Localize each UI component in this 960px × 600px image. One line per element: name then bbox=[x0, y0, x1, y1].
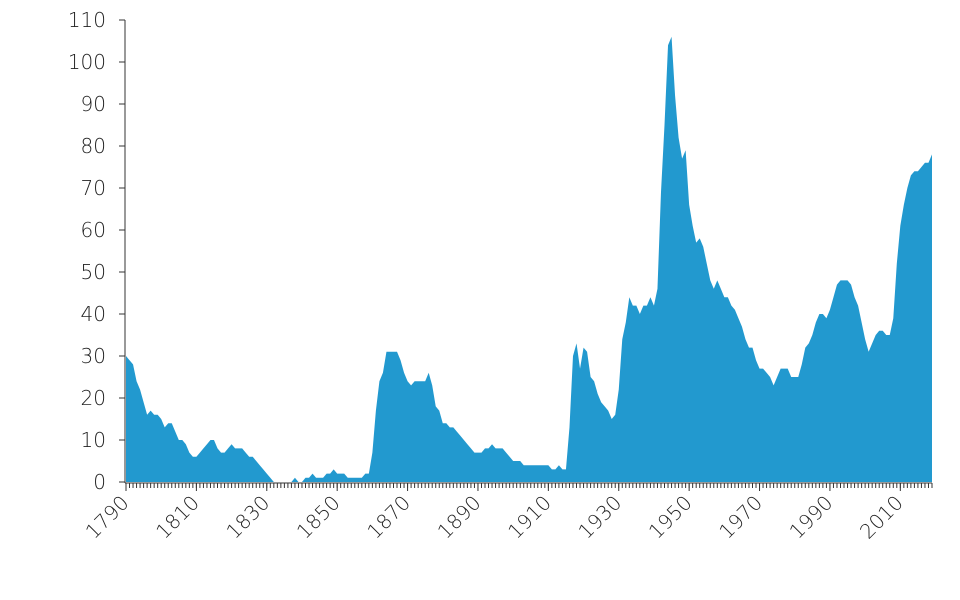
x-tick-label: 1890 bbox=[433, 491, 486, 544]
y-tick-label: 40 bbox=[81, 302, 106, 326]
x-tick-label: 2010 bbox=[855, 491, 908, 544]
x-tick-label: 1830 bbox=[221, 491, 274, 544]
y-tick-label: 90 bbox=[81, 92, 106, 116]
x-tick-label: 1810 bbox=[151, 491, 204, 544]
y-tick-label: 10 bbox=[81, 428, 106, 452]
y-tick-label: 80 bbox=[81, 134, 106, 158]
x-tick-label: 1950 bbox=[644, 491, 697, 544]
x-tick-label: 1870 bbox=[362, 491, 415, 544]
x-tick-label: 1930 bbox=[573, 491, 626, 544]
x-tick-label: 1790 bbox=[81, 491, 134, 544]
y-tick-label: 70 bbox=[81, 176, 106, 200]
x-tick-label: 1850 bbox=[292, 491, 345, 544]
x-tick-label: 1910 bbox=[503, 491, 556, 544]
y-tick-label: 50 bbox=[81, 260, 106, 284]
x-tick-label: 1970 bbox=[714, 491, 767, 544]
y-tick-label: 110 bbox=[68, 8, 106, 32]
y-tick-label: 100 bbox=[68, 50, 106, 74]
x-tick-label: 1990 bbox=[784, 491, 837, 544]
y-tick-label: 0 bbox=[93, 470, 106, 494]
y-tick-label: 60 bbox=[81, 218, 106, 242]
y-tick-label: 30 bbox=[81, 344, 106, 368]
area bbox=[126, 36, 932, 483]
y-tick-label: 20 bbox=[81, 386, 106, 410]
